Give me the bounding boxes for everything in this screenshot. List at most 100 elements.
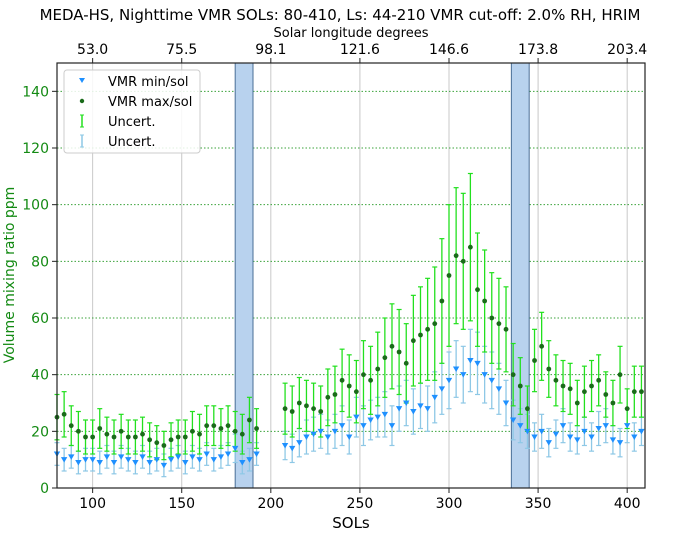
vmr-max-point (617, 372, 623, 378)
vmr-min-point (353, 414, 360, 421)
top-tick-label: 53.0 (77, 42, 108, 58)
vmr-min-point (196, 457, 203, 463)
legend-label: Uncert. (108, 135, 155, 150)
vmr-min-point (588, 434, 595, 440)
vmr-min-point (545, 440, 552, 446)
x-tick-label: 300 (436, 496, 463, 512)
vmr-min-point (574, 437, 581, 443)
vmr-max-point (353, 389, 359, 395)
vmr-max-point (539, 343, 545, 349)
vmr-min-point (367, 417, 374, 423)
vmr-min-point (502, 400, 510, 406)
vmr-max-point (525, 406, 530, 412)
chart-title: MEDA-HS, Nighttime VMR SOLs: 80-410, Ls:… (40, 6, 641, 24)
top-tick-label: 146.6 (429, 42, 469, 58)
vmr-max-point (589, 383, 594, 389)
vmr-max-point (361, 372, 366, 378)
vmr-max-point (375, 366, 381, 372)
legend-box (63, 69, 201, 154)
vmr-min-point (303, 434, 310, 440)
vmr-min-point (638, 428, 645, 435)
vmr-min-point (231, 445, 239, 452)
vmr-max-point (446, 273, 452, 278)
vmr-min-point (360, 423, 367, 429)
vmr-min-point (317, 428, 324, 435)
vmr-max-point (425, 326, 431, 332)
legend: VMR min/sol VMR max/sol Uncert. Uncert. (63, 69, 201, 154)
vmr-min-point (246, 457, 253, 463)
vmr-min-point (445, 377, 453, 384)
y-tick-label: 0 (40, 481, 49, 497)
vmr-min-point (89, 457, 96, 463)
vmr-max-point (282, 406, 288, 412)
vmr-min-point (253, 451, 260, 457)
vmr-min-point (424, 406, 431, 412)
vmr-max-point (639, 389, 644, 395)
vmr-max-point (467, 244, 473, 250)
vmr-min-point (331, 428, 339, 435)
vmr-min-point (374, 414, 381, 421)
vmr-max-point (97, 426, 103, 431)
vmr-max-point (197, 431, 202, 437)
legend-min-marker (79, 78, 85, 83)
vmr-max-point (560, 383, 566, 389)
legend-label: Uncert. (108, 115, 155, 130)
vmr-min-point (75, 460, 82, 466)
vmr-max-point (225, 423, 231, 429)
vmr-min-point (488, 377, 495, 384)
vmr-min-point (566, 434, 574, 440)
vmr-min-point (438, 386, 446, 392)
vmr-min-point (595, 426, 602, 432)
x-tick-label: 100 (79, 496, 106, 512)
vmr-max-point (325, 394, 331, 400)
vmr-min-point (239, 460, 246, 466)
vmr-max-point (175, 434, 181, 440)
vmr-max-point (218, 426, 224, 431)
vmr-max-point (104, 431, 110, 437)
vmr-max-point (418, 332, 423, 338)
vmr-max-point (475, 287, 480, 293)
x-axis-label: SOLs (332, 514, 370, 532)
vmr-min-point (538, 428, 545, 435)
y-tick-label: 80 (31, 254, 49, 270)
vmr-max-point (83, 434, 88, 440)
vmr-min-point (559, 423, 567, 429)
vmr-max-point (582, 389, 587, 395)
vmr-min-point (388, 423, 396, 429)
vmr-min-point (410, 409, 417, 415)
vmr-max-point (304, 403, 309, 409)
vmr-max-point (61, 411, 67, 417)
vmr-max-point (460, 258, 466, 264)
x-tick-label: 400 (614, 496, 641, 512)
vmr-max-point (90, 434, 96, 440)
top-tick-label: 75.5 (166, 42, 197, 58)
vmr-min-point (524, 428, 531, 435)
vmr-min-point (474, 360, 481, 367)
vmr-max-point (624, 406, 630, 412)
vmr-max-point (382, 355, 388, 361)
vmr-max-point (204, 423, 210, 429)
vmr-min-point (146, 460, 153, 466)
vmr-min-point (60, 457, 68, 463)
vmr-max-point (154, 440, 160, 446)
vmr-min-point (296, 440, 303, 446)
y-tick-label: 60 (31, 311, 49, 327)
vmr-max-point (574, 400, 580, 406)
vmr-max-point (631, 389, 637, 395)
vmr-max-point (396, 349, 402, 355)
x-tick-label: 350 (525, 496, 552, 512)
vmr-max-point (75, 428, 81, 434)
vmr-max-point (389, 343, 395, 349)
y-axis-label: Volume mixing ratio ppm (2, 187, 18, 364)
vmr-min-point (381, 411, 389, 418)
vmr-min-point (631, 434, 638, 440)
vmr-min-point (602, 423, 609, 429)
legend-label: VMR min/sol (108, 75, 189, 90)
vmr-max-point (332, 392, 338, 397)
vmr-min-point (132, 460, 139, 466)
vmr-max-point (161, 443, 167, 448)
vmr-min-point (117, 454, 125, 460)
vmr-max-point (68, 423, 74, 429)
vmr-max-point (133, 434, 138, 440)
vmr-min-point (217, 454, 225, 460)
